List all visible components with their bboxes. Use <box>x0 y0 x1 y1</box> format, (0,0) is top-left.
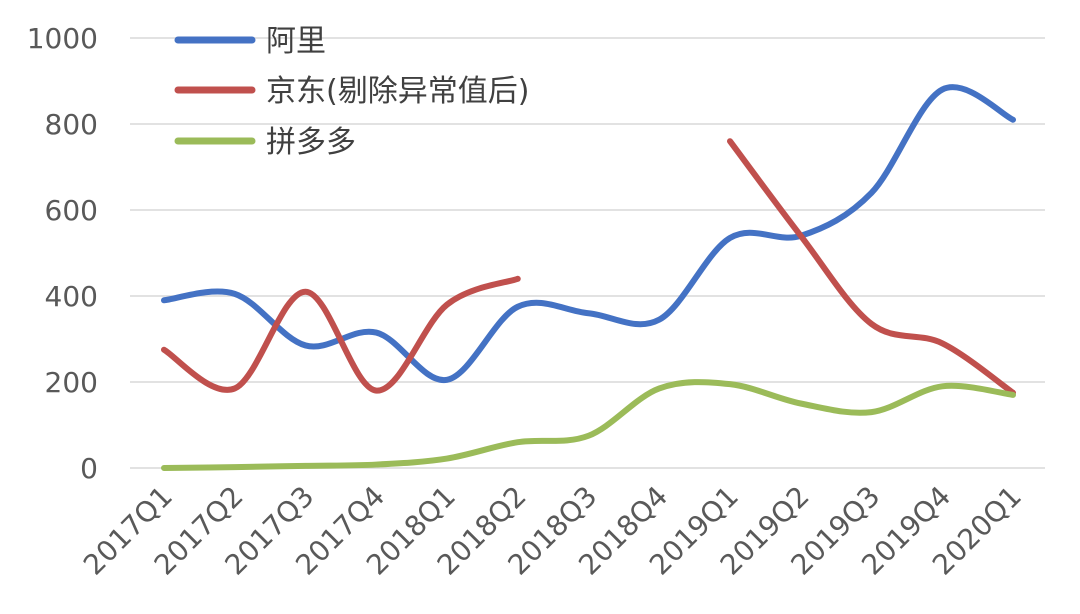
series-lines <box>161 84 1016 471</box>
y-axis: 0 200 400 600 800 1000 <box>27 22 98 485</box>
y-tick-label: 0 <box>80 452 98 485</box>
series-line-ali <box>161 84 1016 383</box>
y-tick-label: 1000 <box>27 22 98 55</box>
legend-item-jd: 京东(剔除异常值后) <box>266 74 529 109</box>
series-line-jd <box>727 138 1016 396</box>
y-tick-label: 600 <box>45 194 98 227</box>
y-tick-label: 800 <box>45 108 98 141</box>
y-tick-label: 200 <box>45 366 98 399</box>
series-line-pdd <box>161 379 1016 471</box>
x-axis: 2017Q12017Q22017Q32017Q42018Q12018Q22018… <box>77 480 1028 582</box>
gridlines <box>130 37 1045 469</box>
legend-item-ali: 阿里 <box>266 24 326 59</box>
y-tick-label: 400 <box>45 280 98 313</box>
legend-item-pdd: 拼多多 <box>266 125 356 160</box>
series-line-jd <box>161 275 521 394</box>
